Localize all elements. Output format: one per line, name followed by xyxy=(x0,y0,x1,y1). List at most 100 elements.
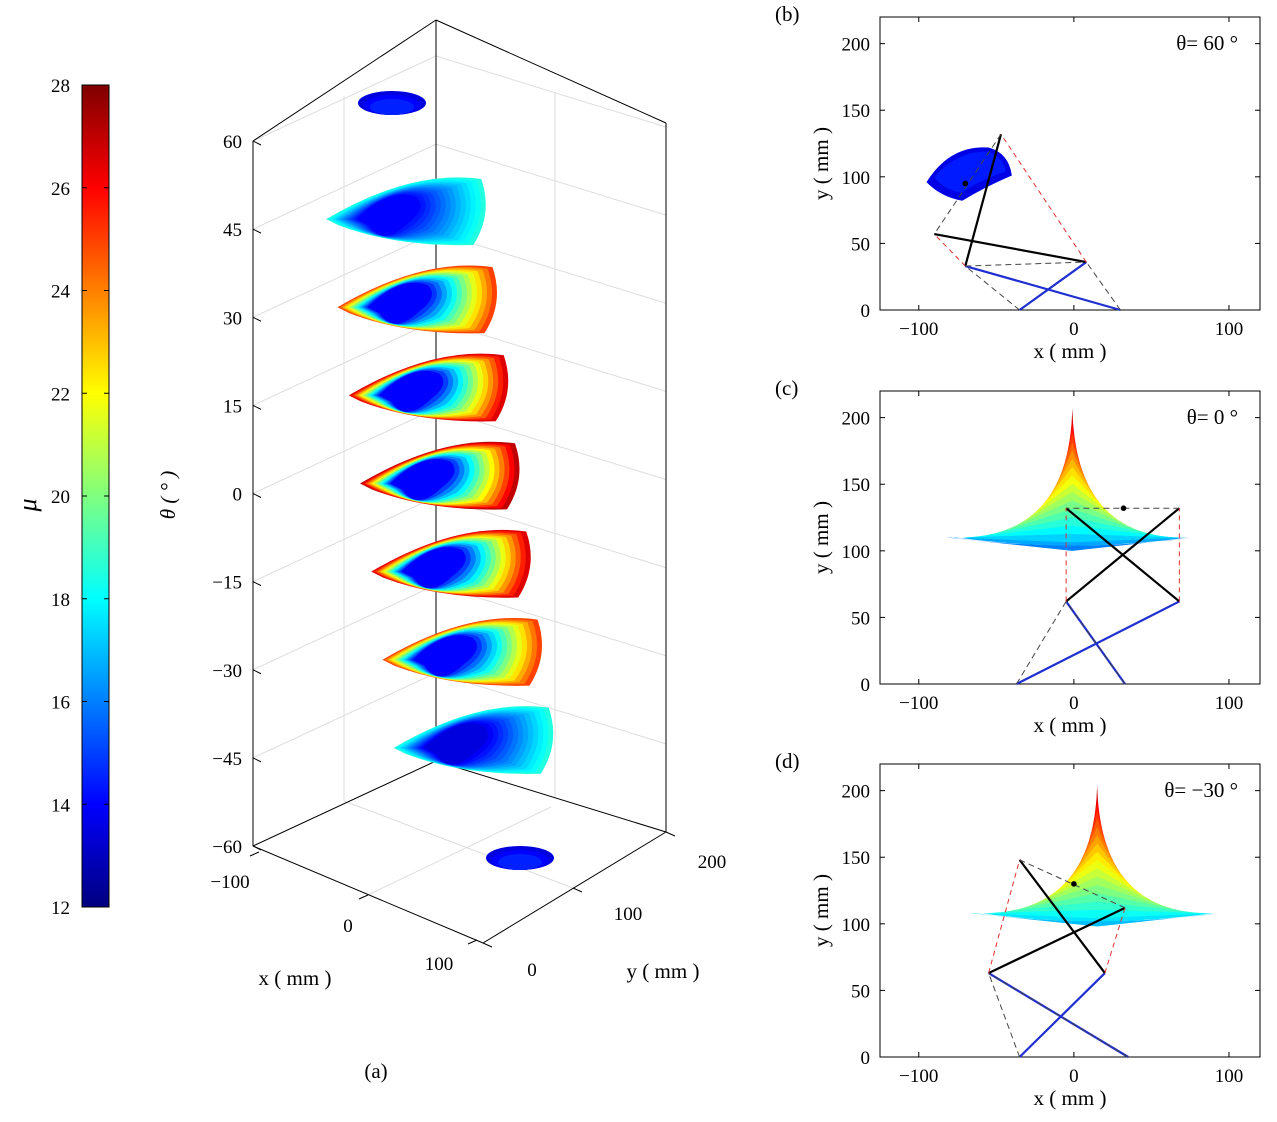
panel-b-workspace: −100 0 100 0 50 100 150 200 x ( mm ) y ( mm ) θ= 6… xyxy=(775,2,1261,363)
x-axis-label: x ( mm ) xyxy=(1034,1086,1107,1110)
y-tick-mark xyxy=(665,831,676,837)
x-axis-label: x ( mm ) xyxy=(1034,713,1107,737)
plot-frame xyxy=(879,16,1261,311)
slice-theta--45 xyxy=(393,706,554,774)
y-tick-label: 150 xyxy=(842,848,871,869)
x-tick-label: 0 xyxy=(343,916,353,937)
z-tick-mark xyxy=(252,316,262,322)
z-tick-label: −15 xyxy=(212,573,242,594)
dashed-link xyxy=(964,265,1020,311)
x-tick-label: −100 xyxy=(899,319,938,340)
x-tick-mark xyxy=(249,851,260,857)
axis-line xyxy=(252,845,484,944)
colorbar: μ 12 14 16 18 20 22 24 26 28 xyxy=(13,76,110,919)
black-link xyxy=(1065,507,1181,603)
y-tick-label: 50 xyxy=(851,981,870,1002)
theta-annotation: θ= 60 ° xyxy=(1176,31,1238,55)
slice-band xyxy=(498,854,542,870)
slice-band xyxy=(412,635,477,677)
dashed-link xyxy=(988,972,1129,1058)
slice-theta-60 xyxy=(358,91,426,115)
grid-line xyxy=(435,672,667,745)
z-tick-label: 45 xyxy=(223,220,242,241)
workspace-band xyxy=(953,537,1189,546)
z-tick-label: 15 xyxy=(223,396,242,417)
moving-point xyxy=(1120,505,1127,512)
black-link xyxy=(1018,859,1106,974)
z-tick-label: −30 xyxy=(212,661,242,682)
grid-line xyxy=(367,806,552,896)
x-tick-label: 0 xyxy=(1069,1066,1079,1087)
slice-theta-0 xyxy=(360,441,520,510)
black-link xyxy=(988,906,1126,975)
y-tick-label: 150 xyxy=(842,101,871,122)
z-tick-mark xyxy=(252,581,262,587)
y-tick-label: 200 xyxy=(842,409,871,430)
z-tick-mark xyxy=(252,493,262,498)
blue-link xyxy=(1018,261,1087,311)
x-tick-label: 100 xyxy=(425,954,454,975)
y-tick-label: 50 xyxy=(851,234,870,255)
z-tick-mark xyxy=(252,669,262,675)
workspace-band xyxy=(977,913,1215,922)
slice-band xyxy=(378,370,444,412)
panel-a-slices xyxy=(326,91,554,870)
slice-theta--30 xyxy=(382,617,542,686)
y-axis-label: y ( mm ) xyxy=(809,127,833,200)
y-tick-label: 0 xyxy=(861,301,871,322)
panel-label: (d) xyxy=(775,749,800,773)
axis-line xyxy=(435,760,667,833)
axis-line xyxy=(252,19,437,142)
slice-band xyxy=(401,547,466,589)
theta-annotation: θ= 0 ° xyxy=(1187,405,1238,429)
moving-point xyxy=(1071,881,1077,887)
panel-a-ticks: 60 45 30 15 0 −15 −30 −45 −60 −100 0 100 0 100 200 xyxy=(210,132,726,981)
panel-c-workspace: −100 0 100 0 50 100 150 200 x ( mm ) y ( mm ) θ= 0… xyxy=(775,376,1261,737)
y-tick-mark xyxy=(572,887,583,893)
colorbar-tick-label: 14 xyxy=(51,795,71,816)
slice-theta--60 xyxy=(486,846,554,870)
slice-band xyxy=(356,194,421,236)
x-tick-label: 0 xyxy=(1069,319,1079,340)
z-tick-label: 0 xyxy=(233,485,243,506)
colorbar-tick-label: 20 xyxy=(51,487,70,508)
z-tick-mark xyxy=(252,757,262,763)
colorbar-tick-label: 12 xyxy=(51,898,70,919)
x-tick-label: 100 xyxy=(1215,693,1244,714)
y-tick-label: 0 xyxy=(527,960,537,981)
x-tick-label: 0 xyxy=(1069,693,1079,714)
slice-theta-30 xyxy=(337,265,497,334)
ticks: −100 0 100 0 50 100 150 200 xyxy=(842,764,1260,1087)
grid-line xyxy=(435,231,667,304)
red-dashed-link xyxy=(1104,907,1126,974)
y-tick-label: 150 xyxy=(842,475,871,496)
y-axis-label: y ( mm ) xyxy=(809,501,833,574)
ticks: −100 0 100 0 50 100 150 200 xyxy=(842,17,1260,340)
slice-theta-15 xyxy=(348,353,509,422)
y-tick-label: 200 xyxy=(698,852,727,873)
workspace-band xyxy=(969,913,1222,927)
slice-band xyxy=(367,282,432,324)
workspace-region xyxy=(946,408,1195,551)
y-tick-label: 100 xyxy=(842,168,871,189)
y-tick-label: 0 xyxy=(861,675,871,696)
panel-label: (c) xyxy=(775,376,798,400)
colorbar-tick-label: 24 xyxy=(51,282,71,303)
x-tick-label: −100 xyxy=(899,693,938,714)
moving-point xyxy=(962,180,969,187)
x-tick-label: −100 xyxy=(210,872,249,893)
colorbar-tick-label: 18 xyxy=(51,590,70,611)
slice-band xyxy=(370,99,414,115)
z-tick-mark xyxy=(252,140,262,146)
black-link xyxy=(964,133,1003,267)
y-axis-label: y ( mm ) xyxy=(809,874,833,947)
theta-annotation: θ= −30 ° xyxy=(1164,778,1238,802)
panel-d-workspace: −100 0 100 0 50 100 150 200 x ( mm ) y ( mm ) θ= −… xyxy=(775,749,1261,1110)
panel-a-label: (a) xyxy=(364,1059,387,1083)
x-tick-mark xyxy=(358,894,369,900)
x-axis-label: x ( mm ) xyxy=(1034,339,1107,363)
y-tick-label: 100 xyxy=(614,904,643,925)
colorbar-label: μ xyxy=(13,498,42,512)
colorbar-ticks: 12 14 16 18 20 22 24 26 28 xyxy=(51,76,109,919)
dashed-link xyxy=(965,261,1087,267)
